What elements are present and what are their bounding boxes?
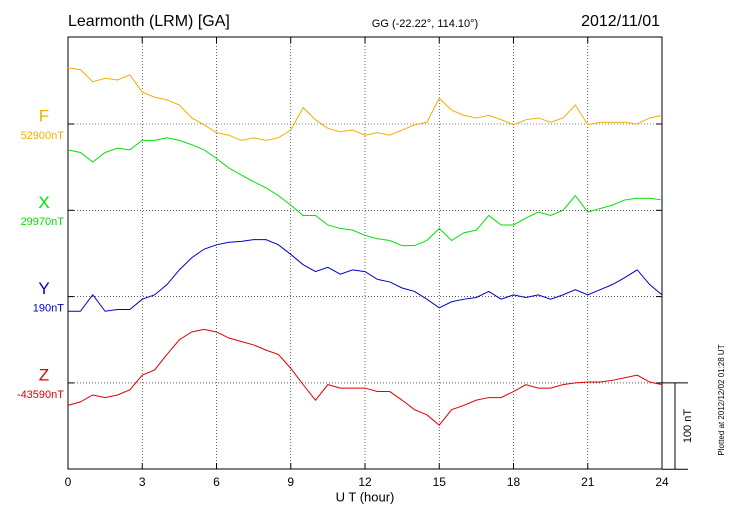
x-tick-label: 3 — [139, 475, 146, 489]
series-line — [67, 328, 663, 426]
legend-label: Z — [39, 365, 49, 384]
x-axis-label: U T (hour) — [336, 489, 395, 504]
chart-title: Learmonth (LRM) [GA] — [68, 13, 230, 30]
baseline-label: 52900nT — [21, 130, 65, 142]
baseline-label: -43590nT — [17, 389, 64, 401]
series-line — [68, 239, 663, 312]
plotted-note: Plotted at 2012/12/02 01:28 UT — [717, 344, 726, 455]
series-line — [67, 67, 663, 141]
legend-label: X — [38, 193, 49, 212]
chart-date: 2012/11/01 — [581, 13, 660, 30]
baseline-label: 190nT — [33, 303, 64, 315]
legend-label: F — [39, 106, 49, 125]
x-tick-label: 0 — [65, 475, 72, 489]
x-tick-label: 12 — [358, 475, 372, 489]
x-tick-label: 24 — [655, 475, 669, 489]
x-tick-label: 18 — [507, 475, 521, 489]
x-tick-label: 15 — [433, 475, 447, 489]
scale-bar-label: 100 nT — [682, 409, 694, 444]
x-tick-label: 9 — [287, 475, 294, 489]
x-tick-label: 6 — [213, 475, 220, 489]
baseline-label: 29970nT — [21, 216, 65, 228]
chart-subtitle: GG (-22.22°, 114.10°) — [372, 18, 478, 30]
legend-label: Y — [38, 279, 49, 298]
series-line — [67, 137, 663, 247]
x-tick-label: 21 — [581, 475, 595, 489]
